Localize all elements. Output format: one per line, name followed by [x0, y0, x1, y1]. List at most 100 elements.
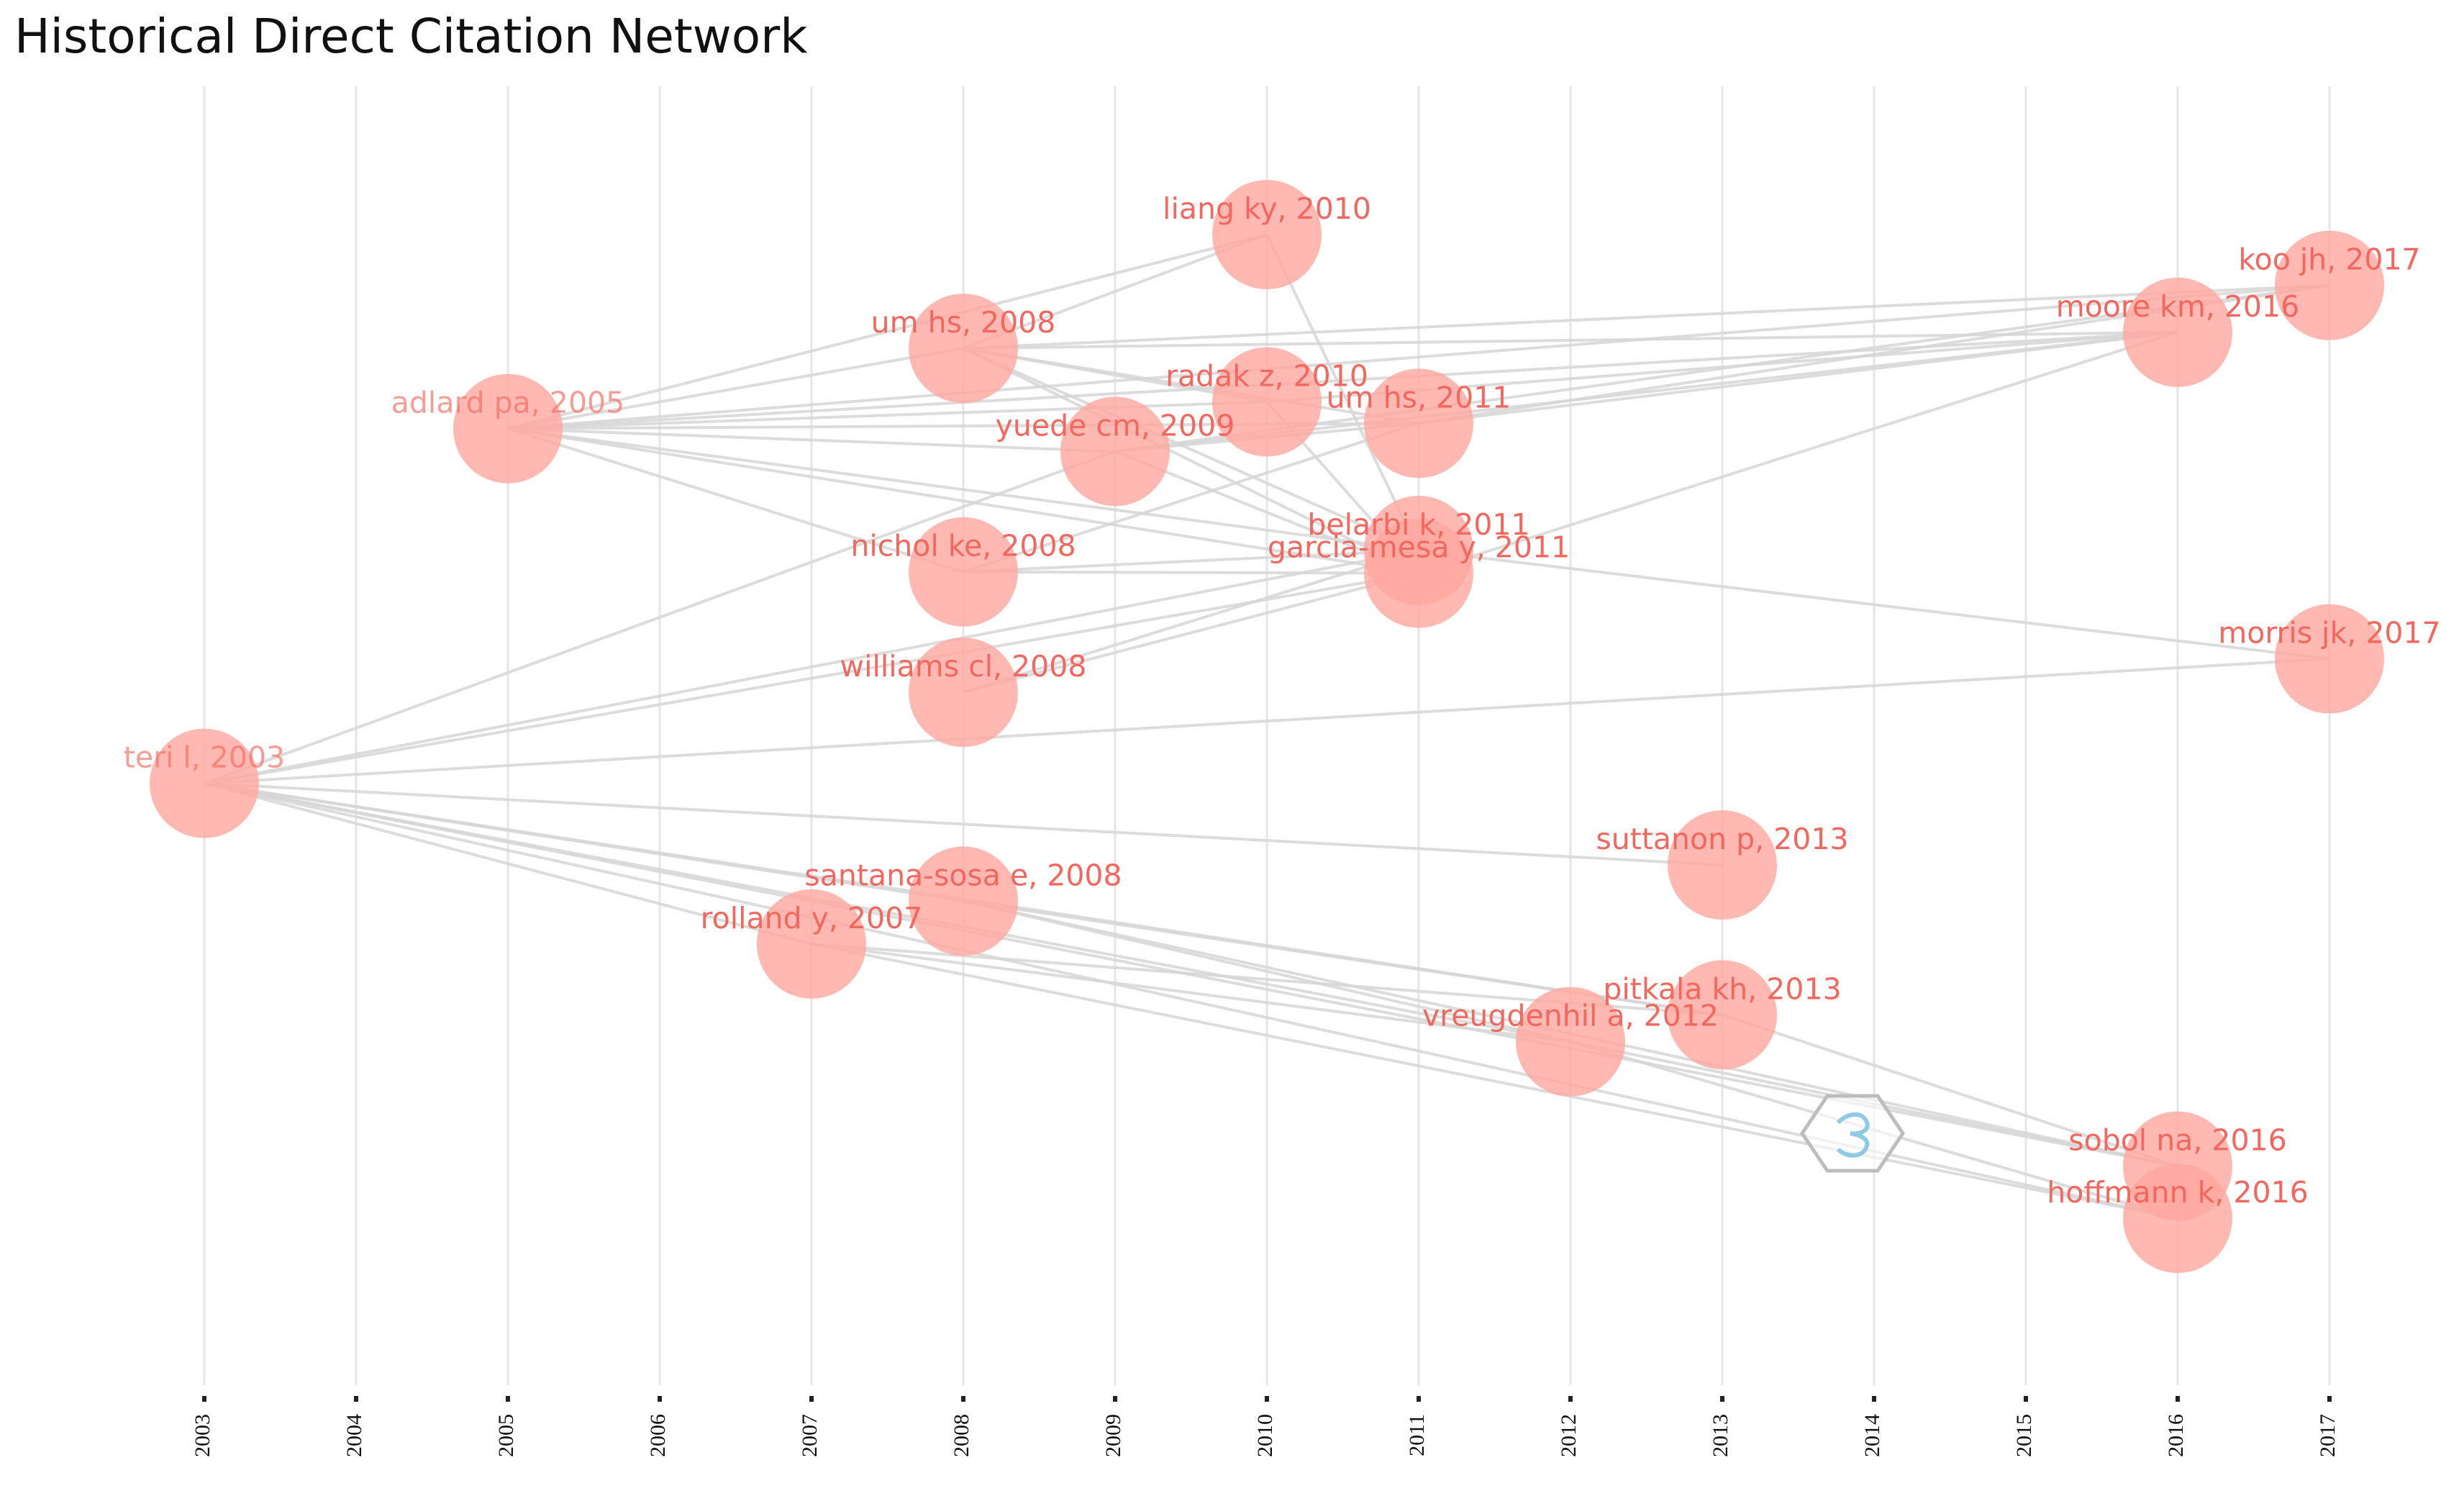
label-layer: teri l, 2003 adlard pa, 2005 rolland y, 20…	[124, 191, 2441, 1210]
node-moore[interactable]	[2123, 277, 2232, 387]
node-label-williams: williams cl, 2008	[840, 649, 1087, 684]
node-label-belarbi: belarbi k, 2011	[1307, 507, 1529, 542]
citation-edge	[811, 942, 2178, 1220]
citation-edge	[507, 347, 964, 430]
x-tick-label: 2007	[798, 1414, 822, 1457]
citation-edge	[963, 347, 1419, 552]
x-tick-2003	[202, 1396, 206, 1402]
x-tick-label: 2015	[2012, 1414, 2036, 1457]
x-tick-label: 2009	[1101, 1414, 1125, 1457]
citation-edge	[507, 427, 1419, 575]
citation-edge	[1418, 330, 2178, 425]
node-teri[interactable]	[150, 728, 259, 838]
node-label-yuede: yuede cm, 2009	[996, 408, 1235, 443]
x-tick-2007	[809, 1396, 814, 1402]
node-label-nichol: nichol ke, 2008	[850, 529, 1076, 563]
x-tick-2013	[1720, 1396, 1724, 1402]
citation-edge	[963, 347, 1419, 575]
node-label-radak: radak z, 2010	[1165, 359, 1368, 394]
node-morris[interactable]	[2275, 604, 2384, 714]
x-tick-2009	[1113, 1396, 1117, 1402]
citation-edge	[963, 284, 2330, 350]
node-label-garcia: garcia-mesa y, 2011	[1268, 530, 1570, 565]
node-vreugdenhil[interactable]	[1516, 987, 1625, 1097]
citation-edge	[1265, 234, 1420, 551]
node-suttanon[interactable]	[1668, 810, 1777, 920]
node-yuede[interactable]	[1060, 396, 1170, 507]
node-koo[interactable]	[2275, 230, 2384, 340]
citation-edge	[811, 942, 1571, 1043]
citation-edge	[204, 781, 1723, 867]
node-label-adlard: adlard pa, 2005	[391, 386, 624, 420]
node-radak[interactable]	[1212, 347, 1322, 457]
node-label-koo: koo jh, 2017	[2238, 242, 2420, 277]
citation-edge	[963, 347, 1419, 425]
citation-edge	[507, 427, 1419, 552]
x-tick-label: 2017	[2316, 1414, 2340, 1457]
x-tick-2014	[1872, 1396, 1876, 1402]
citation-edge	[1418, 330, 2178, 575]
node-label-umhs2011: um hs, 2011	[1327, 380, 1511, 414]
node-label-hoffmann: hoffmann k, 2016	[2047, 1175, 2309, 1210]
citation-edge	[963, 549, 1419, 694]
x-tick-label: 2010	[1253, 1414, 1277, 1457]
node-williams[interactable]	[909, 638, 1018, 748]
citation-edge	[507, 427, 1116, 453]
x-tick-label: 2013	[1709, 1414, 1732, 1457]
citation-edge	[963, 548, 1419, 574]
x-tick-2004	[354, 1396, 358, 1402]
node-umhs2011[interactable]	[1364, 368, 1473, 479]
citation-edge	[1418, 548, 2330, 661]
node-label-santana: santana-sosa e, 2008	[804, 858, 1122, 892]
node-label-moore: moore km, 2016	[2056, 289, 2299, 324]
node-adlard[interactable]	[453, 373, 563, 484]
citation-edge	[963, 422, 1419, 574]
citation-edge	[507, 427, 964, 574]
x-tick-2008	[961, 1396, 965, 1402]
citation-edge	[507, 233, 1268, 430]
node-label-liang: liang ky, 2010	[1163, 191, 1371, 226]
x-tick-label: 2016	[2164, 1414, 2188, 1457]
citation-edge	[204, 548, 1419, 785]
x-tick-label: 2014	[1860, 1414, 1884, 1457]
node-nichol[interactable]	[909, 517, 1018, 627]
plotly-logo-icon[interactable]	[1799, 1090, 1906, 1177]
node-label-pitkala: pitkala kh, 2013	[1603, 971, 1841, 1006]
citation-edge	[204, 781, 812, 946]
node-pitkala[interactable]	[1668, 960, 1777, 1070]
node-liang[interactable]	[1212, 180, 1322, 289]
citation-edge	[204, 571, 1419, 785]
citation-edge	[204, 450, 1116, 785]
citation-edge	[507, 330, 2178, 430]
citation-edge	[1722, 1013, 2178, 1168]
node-label-vreugdenhil: vreugdenhil a, 2012	[1422, 999, 1719, 1033]
x-tick-label: 2011	[1405, 1414, 1429, 1456]
x-tick-2006	[658, 1396, 662, 1402]
node-garcia[interactable]	[1364, 518, 1473, 628]
x-axis: 2003 2004 2005 2006 2007 2008 2009 2010 2011 2012…	[191, 1396, 2340, 1457]
node-umhs2008[interactable]	[909, 294, 1018, 404]
node-label-morris: morris jk, 2017	[2218, 616, 2440, 650]
x-tick-label: 2012	[1557, 1414, 1581, 1457]
node-rolland[interactable]	[757, 889, 866, 999]
x-tick-label: 2004	[342, 1414, 366, 1457]
grid-layer	[203, 86, 2331, 1385]
x-tick-2016	[2176, 1396, 2180, 1402]
citation-edge	[507, 284, 2330, 430]
x-tick-2005	[506, 1396, 510, 1402]
x-tick-2010	[1265, 1396, 1269, 1402]
x-tick-label: 2008	[950, 1414, 973, 1457]
x-tick-label: 2005	[494, 1414, 518, 1457]
node-label-rolland: rolland y, 2007	[701, 901, 923, 935]
x-tick-2012	[1568, 1396, 1573, 1402]
x-tick-label: 2003	[191, 1414, 214, 1457]
x-tick-2015	[2024, 1396, 2028, 1402]
node-hoffmann[interactable]	[2123, 1164, 2232, 1274]
node-santana[interactable]	[909, 846, 1018, 956]
node-layer	[150, 180, 2384, 1274]
x-tick-2011	[1417, 1396, 1421, 1402]
node-label-teri: teri l, 2003	[124, 740, 285, 775]
edge-layer	[204, 233, 2330, 1220]
citation-edge	[204, 657, 2330, 785]
